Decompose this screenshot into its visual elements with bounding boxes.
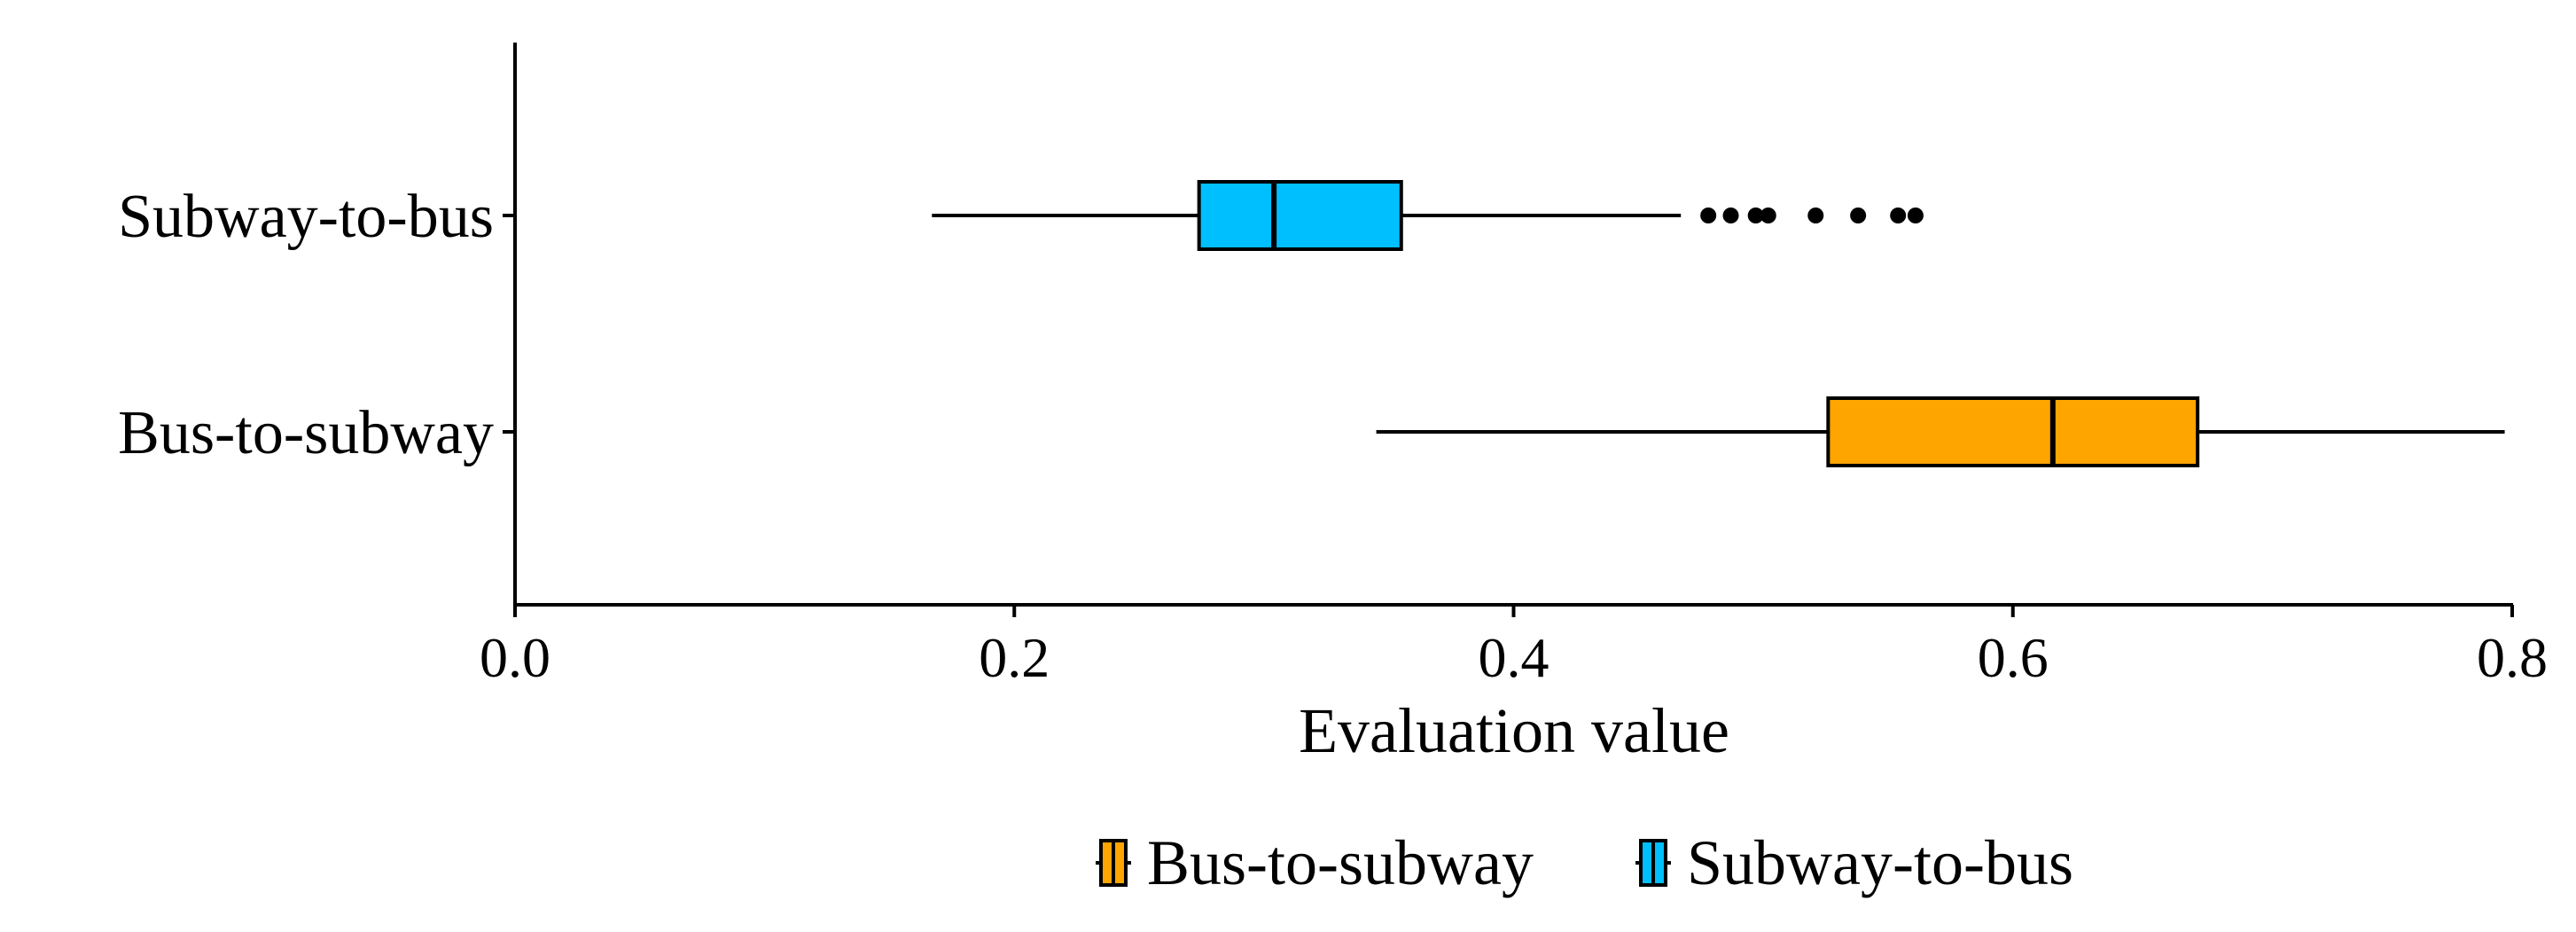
y-tick-label: Bus-to-subway xyxy=(118,399,494,467)
plot-area xyxy=(932,180,2505,467)
outlier-point xyxy=(1760,208,1776,223)
y-ticks: Subway-to-bus Bus-to-subway xyxy=(118,183,515,467)
legend-key xyxy=(1635,839,1671,887)
x-tick-label: 0.2 xyxy=(979,626,1050,689)
legend-label: Bus-to-subway xyxy=(1147,827,1534,898)
outlier-point xyxy=(1747,208,1764,223)
legend: Bus-to-subway Subway-to-bus xyxy=(1096,827,2073,898)
outlier-point xyxy=(1907,208,1924,223)
x-tick-label: 0.0 xyxy=(480,626,550,689)
x-axis-title: Evaluation value xyxy=(1299,695,1729,766)
x-tick-label: 0.8 xyxy=(2477,626,2548,689)
outlier-point xyxy=(1722,208,1739,223)
legend-key xyxy=(1096,839,1131,887)
x-ticks: 0.0 0.2 0.4 0.6 0.8 xyxy=(480,605,2548,689)
box-bus-to-subway xyxy=(1376,396,2505,467)
legend-label: Subway-to-bus xyxy=(1687,827,2073,898)
y-tick-label: Subway-to-bus xyxy=(118,183,494,251)
outlier-point xyxy=(1890,208,1907,223)
iqr-box xyxy=(1197,180,1403,251)
outlier-point xyxy=(1807,208,1824,223)
iqr-box xyxy=(1826,396,2200,467)
outlier-point xyxy=(1700,208,1717,223)
x-tick-label: 0.4 xyxy=(1479,626,1550,689)
outlier-point xyxy=(1850,208,1867,223)
box-subway-to-bus xyxy=(932,180,1924,251)
x-tick-label: 0.6 xyxy=(1978,626,2049,689)
